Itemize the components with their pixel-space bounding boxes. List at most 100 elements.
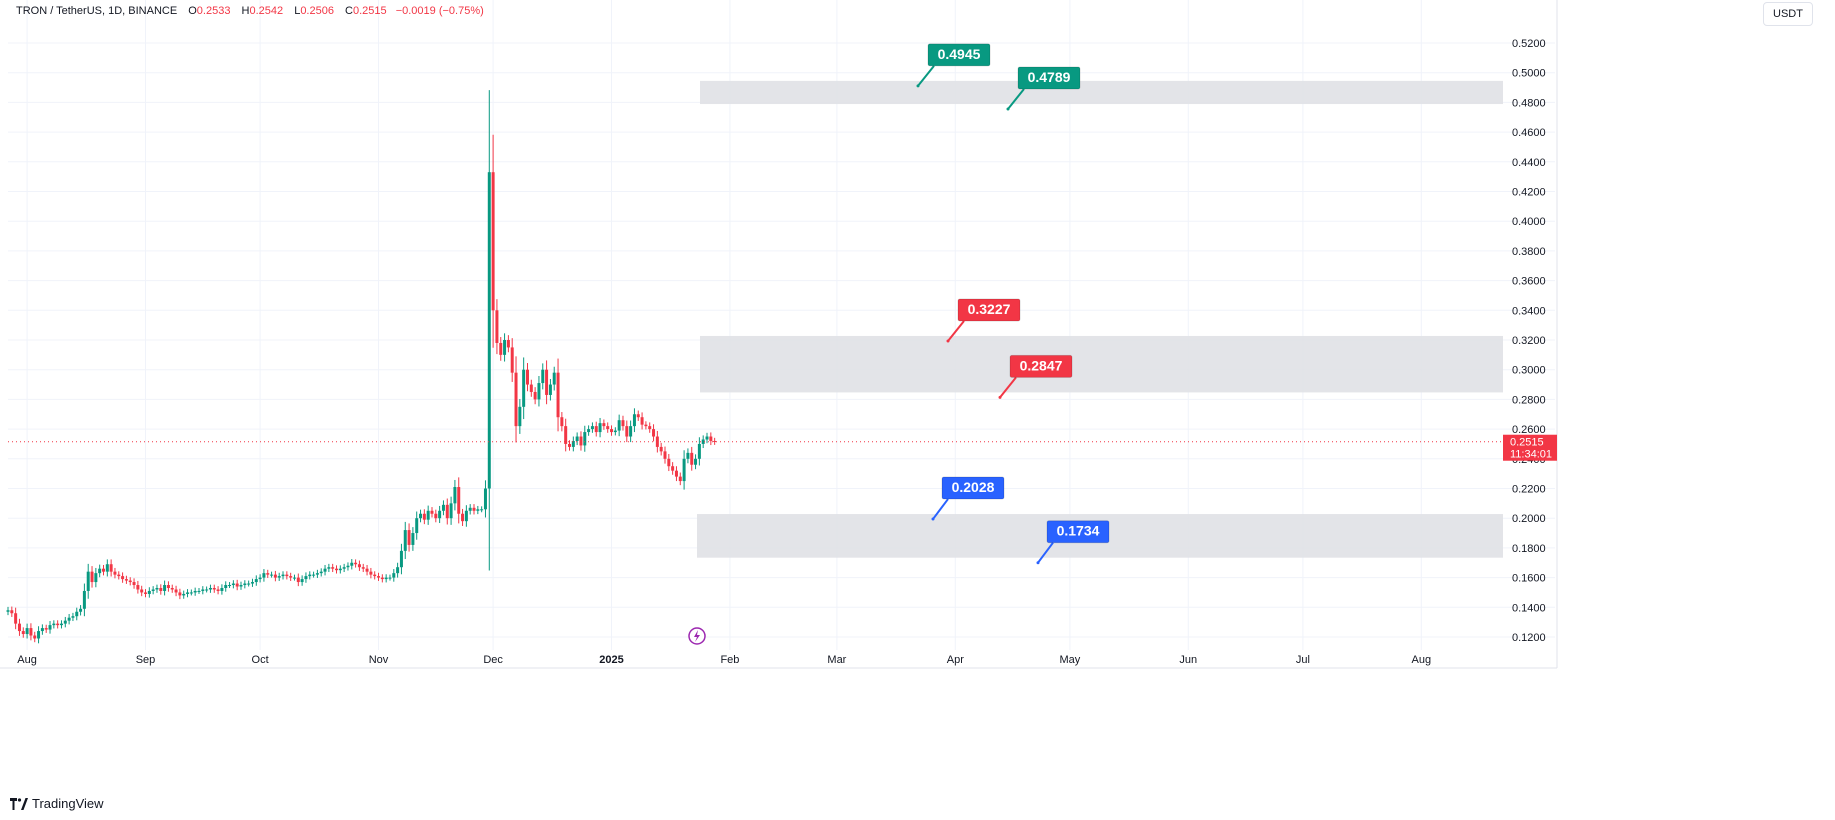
candle-body — [644, 424, 648, 427]
callout-dot — [916, 84, 920, 88]
candle-body — [598, 423, 602, 433]
candle-body — [29, 628, 33, 636]
candle-body — [71, 616, 75, 618]
candle-body — [308, 574, 312, 577]
candle-body — [350, 562, 354, 566]
y-tick-label: 0.4800 — [1512, 97, 1546, 109]
candle-body — [548, 384, 552, 395]
zone-layer — [697, 80, 1503, 558]
candle-body — [266, 573, 270, 575]
candle-body — [525, 369, 529, 385]
candle-body — [90, 571, 94, 583]
candle-body — [228, 585, 232, 587]
candle-body — [132, 582, 136, 586]
price-zone — [700, 335, 1503, 393]
open-value: 0.2533 — [196, 5, 231, 17]
candle-body — [247, 583, 251, 585]
tradingview-logo[interactable]: TradingView — [10, 796, 104, 811]
candle-body — [422, 513, 426, 520]
candle-body — [220, 587, 224, 591]
callout-pointer — [947, 320, 965, 342]
candle-body — [571, 440, 575, 447]
candle-body — [380, 577, 384, 580]
y-tick-label: 0.3600 — [1512, 276, 1546, 288]
callout-dot — [1036, 561, 1040, 565]
candle-body — [319, 571, 323, 574]
candle-body — [503, 340, 507, 355]
y-tick-label: 0.5000 — [1512, 68, 1546, 80]
candle-body — [529, 384, 533, 392]
candle-body — [441, 504, 445, 511]
candle-body — [606, 426, 610, 430]
candle-body — [21, 631, 25, 635]
candle-body — [182, 593, 186, 596]
candle-body — [411, 533, 415, 545]
candle-body — [407, 530, 411, 545]
candle-body — [98, 568, 102, 574]
candle-body — [568, 443, 572, 447]
candle-body — [82, 590, 86, 609]
candle-body — [476, 509, 480, 511]
candle-body — [682, 458, 686, 482]
x-tick-label: Jun — [1179, 654, 1197, 666]
callout-label: 0.4945 — [938, 46, 981, 62]
candle-body — [556, 372, 560, 418]
candle-body — [522, 369, 526, 407]
candle-body — [113, 571, 117, 575]
y-tick-label: 0.4400 — [1512, 157, 1546, 169]
candle-body — [396, 567, 400, 574]
x-tick-label: Jul — [1296, 654, 1310, 666]
candle-body — [315, 573, 319, 575]
candle-body — [144, 592, 148, 594]
candle-body — [464, 510, 468, 522]
candle-body — [105, 564, 109, 572]
candle-body — [250, 582, 254, 584]
x-tick-label: Mar — [827, 654, 846, 666]
candle-body — [216, 589, 220, 591]
candle-body — [579, 436, 583, 446]
callout-pointer — [999, 376, 1017, 399]
candle-body — [56, 623, 60, 626]
candle-body — [224, 585, 228, 588]
countdown-label: 11:34:01 — [1510, 449, 1552, 461]
y-tick-label: 0.1200 — [1512, 632, 1546, 644]
candle-body — [193, 590, 197, 593]
candle-body — [583, 432, 587, 446]
y-tick-label: 0.2000 — [1512, 513, 1546, 525]
candle-body — [480, 509, 484, 511]
candle-body — [552, 372, 556, 385]
change-value: −0.0019 (−0.75%) — [395, 5, 484, 17]
candle-body — [346, 565, 350, 568]
currency-button[interactable]: USDT — [1763, 2, 1813, 26]
y-tick-label: 0.4200 — [1512, 187, 1546, 199]
y-tick-label: 0.3800 — [1512, 246, 1546, 258]
candle-body — [483, 488, 487, 510]
candle-body — [468, 507, 472, 511]
lightning-marker — [688, 627, 706, 645]
callout-pointer — [932, 498, 949, 520]
candle-body — [430, 510, 434, 514]
candle-body — [392, 573, 396, 578]
chart-grid — [0, 0, 1558, 669]
candle-body — [613, 430, 617, 433]
candle-body — [705, 436, 709, 440]
candle-body — [365, 568, 369, 572]
callout-label: 0.2028 — [952, 479, 995, 495]
candle-body — [667, 458, 671, 467]
candle-body — [212, 587, 216, 590]
callout-layer: 0.4945 0.4789 0.3227 0.2847 0.2028 0.1734 — [916, 43, 1110, 565]
candle-body — [415, 518, 419, 534]
candle-body — [239, 585, 243, 587]
price-zone — [700, 80, 1503, 105]
candle-body — [300, 579, 304, 583]
candle-body — [697, 443, 701, 459]
callout-label: 0.1734 — [1057, 523, 1100, 539]
x-tick-label: Apr — [947, 654, 964, 666]
candle-body — [159, 587, 163, 591]
x-tick-label: Sep — [136, 654, 156, 666]
callout-box — [1017, 66, 1081, 90]
candle-body — [610, 429, 614, 433]
candle-body — [59, 623, 63, 626]
candle-body — [659, 446, 663, 452]
